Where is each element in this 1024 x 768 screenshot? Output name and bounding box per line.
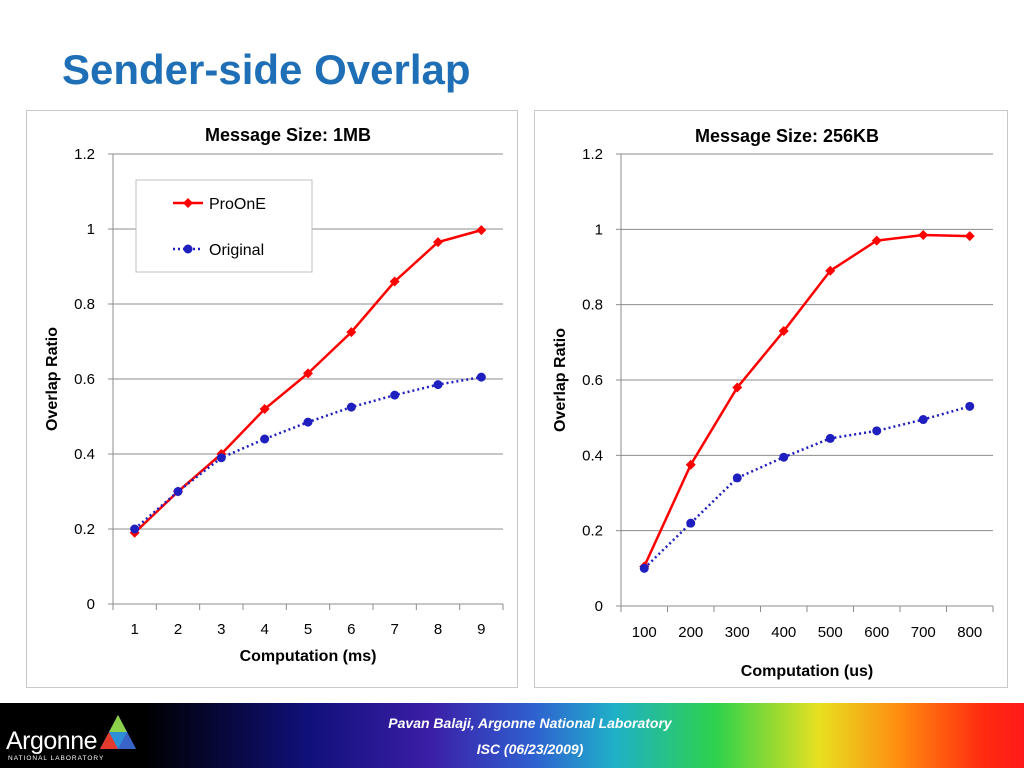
x-tick-label: 2: [174, 621, 182, 638]
x-tick-label: 600: [864, 624, 889, 641]
y-tick-label: 0.6: [582, 372, 603, 389]
legend-box: [135, 179, 313, 273]
argonne-logo: Argonne NATIONAL LABORATORY: [6, 713, 146, 763]
y-tick-label: 0.8: [582, 297, 603, 314]
data-point-original: [346, 402, 356, 412]
data-point-original: [732, 473, 742, 483]
data-point-original: [260, 434, 270, 444]
legend-marker-proone: [183, 198, 193, 208]
x-tick-label: 4: [260, 621, 268, 638]
x-tick-label: 700: [911, 624, 936, 641]
series-line-proone: [643, 233, 970, 567]
series-line-original: [133, 375, 482, 530]
chart-1mb: Message Size: 1MB 0 0.2 0.4 0.6 0.8 1 1.2 1 2 3 4 5 6…: [44, 125, 504, 665]
y-axis-label: Overlap Ratio: [44, 327, 61, 431]
x-tick-label: 7: [390, 621, 398, 638]
argonne-triangle-icon: [100, 715, 136, 749]
x-tick-label: 1: [130, 621, 138, 638]
data-point-original: [872, 426, 882, 436]
data-point-original: [303, 417, 313, 427]
chart-title: Message Size: 256KB: [695, 126, 879, 146]
data-point-original: [130, 524, 140, 534]
x-tick-label: 300: [725, 624, 750, 641]
series-line-proone: [133, 228, 482, 534]
logo-text: Argonne: [6, 727, 98, 755]
data-point-original: [173, 487, 183, 496]
legend-marker-original: [183, 244, 193, 254]
x-tick-label: 500: [818, 624, 843, 641]
legend-label-proone: ProOnE: [209, 196, 266, 213]
data-point-original: [216, 453, 226, 463]
data-point-proone: [871, 235, 882, 246]
y-axis-label: Overlap Ratio: [552, 328, 569, 432]
y-tick-label: 1.2: [74, 146, 95, 163]
chart-panel-1mb: Message Size: 1MB 0 0.2 0.4 0.6 0.8 1 1.2 1 2 3 4 5 6…: [26, 110, 518, 688]
data-point-proone: [346, 327, 357, 338]
y-tick-label: 0.8: [74, 296, 95, 313]
data-point-original: [918, 415, 928, 425]
data-point-original: [825, 433, 835, 443]
data-point-original: [433, 380, 443, 390]
data-point-proone: [259, 404, 270, 414]
footer-bar: Argonne NATIONAL LABORATORY Pavan Balaji…: [0, 703, 1024, 768]
data-point-proone: [964, 231, 975, 242]
x-axis-label: Computation (ms): [240, 648, 377, 665]
slide-title: Sender-side Overlap: [62, 46, 471, 93]
x-tick-label: 400: [771, 624, 796, 641]
data-point-proone: [303, 368, 313, 379]
data-point-proone: [433, 237, 443, 248]
data-point-proone: [778, 326, 789, 337]
data-point-original: [476, 372, 486, 382]
chart-title: Message Size: 1MB: [205, 125, 371, 145]
series-line-original: [643, 405, 971, 570]
y-tick-label: 0.2: [582, 523, 603, 540]
chart-256kb: Message Size: 256KB 0 0.2 0.4 0.6 0.8 1 1.2 100 2…: [552, 126, 994, 680]
data-point-proone: [389, 276, 400, 287]
logo-subtext: NATIONAL LABORATORY: [8, 755, 105, 762]
data-point-proone: [825, 265, 836, 276]
y-tick-label: 1.2: [582, 146, 603, 163]
y-tick-label: 0: [595, 598, 603, 615]
data-point-proone: [476, 225, 487, 236]
data-point-original: [390, 390, 400, 400]
x-tick-label: 8: [434, 621, 442, 638]
data-point-proone: [685, 459, 696, 470]
y-tick-label: 1: [87, 221, 95, 238]
x-tick-label: 100: [632, 624, 657, 641]
y-tick-label: 0: [87, 596, 95, 613]
data-point-original: [686, 518, 696, 528]
chart-panel-256kb: Message Size: 256KB 0 0.2 0.4 0.6 0.8 1 1.2 100 2…: [534, 110, 1008, 688]
y-tick-label: 0.4: [74, 446, 95, 463]
x-tick-label: 3: [217, 621, 225, 638]
data-point-proone: [732, 382, 743, 393]
legend-label-original: Original: [209, 242, 264, 259]
y-tick-label: 0.4: [582, 447, 603, 464]
x-tick-label: 800: [957, 624, 982, 641]
y-tick-label: 1: [595, 221, 603, 238]
x-tick-label: 5: [304, 621, 312, 638]
footer-author: Pavan Balaji, Argonne National Laborator…: [388, 715, 672, 731]
y-tick-label: 0.2: [74, 521, 95, 538]
data-point-proone: [918, 229, 929, 240]
data-point-original: [965, 401, 975, 411]
x-tick-label: 6: [347, 621, 355, 638]
x-tick-label: 200: [678, 624, 703, 641]
y-tick-label: 0.6: [74, 371, 95, 388]
footer-conference: ISC (06/23/2009): [476, 741, 584, 757]
data-point-original: [639, 563, 649, 573]
data-point-original: [779, 452, 789, 462]
x-tick-label: 9: [477, 621, 485, 638]
x-axis-label: Computation (us): [741, 663, 873, 680]
